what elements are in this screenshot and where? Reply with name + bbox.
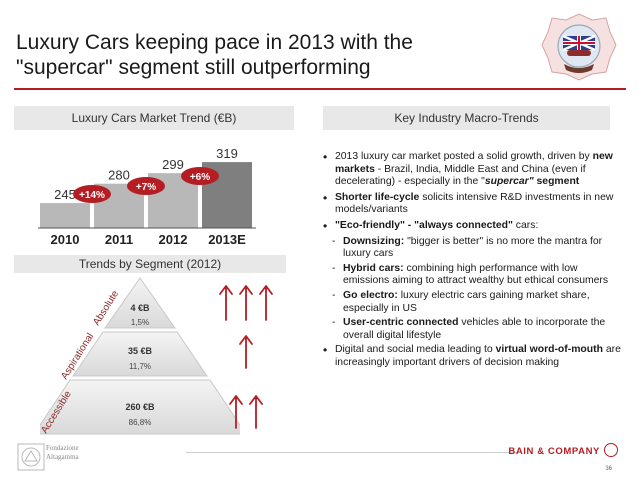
bullet-digital-media: Digital and social media leading to virt… <box>323 344 621 369</box>
pyramid-mid-value: 35 €B <box>128 346 153 356</box>
sub-bullet-downsizing: Downsizing: "bigger is better" is no mor… <box>323 236 621 261</box>
trend-arrows <box>219 285 273 429</box>
value-label-2010: 245 <box>54 187 76 202</box>
title-divider <box>14 88 626 90</box>
value-label-2013E: 319 <box>216 146 238 161</box>
category-label-2010: 2010 <box>51 232 80 247</box>
segment-pyramid: 4 €B 1,5% 35 €B 11,7% 260 €B 86,8% Absol… <box>40 277 240 436</box>
title-line-1: Luxury Cars keeping pace in 2013 with th… <box>16 31 413 54</box>
category-label-2012: 2012 <box>159 232 188 247</box>
left-panel-header: Luxury Cars Market Trend (€B) <box>14 106 294 130</box>
growth-badge: +14% <box>73 185 111 203</box>
fondazione-altagamma-logo-icon <box>17 443 45 471</box>
category-label-2013E: 2013E <box>208 232 246 247</box>
page-number: 36 <box>605 466 612 472</box>
bullet-market-growth: 2013 luxury car market posted a solid gr… <box>323 151 621 189</box>
growth-badge: +7% <box>127 177 165 195</box>
pyramid-top-value: 4 €B <box>130 303 150 313</box>
up-arrow-icon <box>249 395 263 429</box>
bar-2010 <box>40 203 90 228</box>
bain-brand: BAIN & COMPANY <box>508 446 600 457</box>
up-arrow-icon <box>219 285 233 321</box>
pyramid-bottom-share: 86,8% <box>129 418 152 427</box>
bullet-eco-friendly: "Eco-friendly" - "always connected" cars… <box>323 220 621 233</box>
up-arrow-icon <box>239 285 253 321</box>
sub-bullet-electro: Go electro: luxury electric cars gaining… <box>323 290 621 315</box>
footer-divider <box>186 452 518 453</box>
snow-globe-logo-icon <box>541 13 617 81</box>
right-panel-header: Key Industry Macro-Trends <box>323 106 610 130</box>
bullet-life-cycle: Shorter life-cycle solicits intensive R&… <box>323 192 621 217</box>
growth-label: +14% <box>79 190 105 201</box>
up-arrow-icon <box>229 395 243 429</box>
pyramid-mid-share: 11,7% <box>129 362 151 371</box>
sub-bullet-hybrid: Hybrid cars: combining high performance … <box>323 263 621 288</box>
growth-badge: +6% <box>181 167 219 185</box>
pyramid-tier-top <box>104 277 176 329</box>
pyramid-tier-bottom <box>40 379 240 435</box>
sub-bullet-connected: User-centric connected vehicles able to … <box>323 317 621 342</box>
pyramid-bottom-value: 260 €B <box>125 402 155 412</box>
up-arrow-icon <box>259 285 273 321</box>
category-label-2011: 2011 <box>105 232 133 247</box>
segment-header: Trends by Segment (2012) <box>14 255 286 273</box>
pyramid-tier-middle <box>72 331 208 377</box>
market-trend-chart: 245 2010 280 2011 299 2012 319 2013E +14% +7% +6% <box>38 146 256 247</box>
title-line-2: "supercar" segment still outperforming <box>16 56 371 79</box>
growth-label: +7% <box>136 182 156 193</box>
slide-title: Luxury Cars keeping pace in 2013 with th… <box>16 30 486 80</box>
bain-ring-icon <box>604 443 618 457</box>
up-arrow-icon <box>239 335 253 369</box>
macro-trends-list: 2013 luxury car market posted a solid gr… <box>323 151 621 373</box>
value-label-2012: 299 <box>162 157 184 172</box>
value-label-2011: 280 <box>108 168 130 183</box>
growth-label: +6% <box>190 172 210 183</box>
foundation-name: Fondazione Altagamma <box>46 444 79 461</box>
pyramid-top-share: 1,5% <box>131 318 149 327</box>
